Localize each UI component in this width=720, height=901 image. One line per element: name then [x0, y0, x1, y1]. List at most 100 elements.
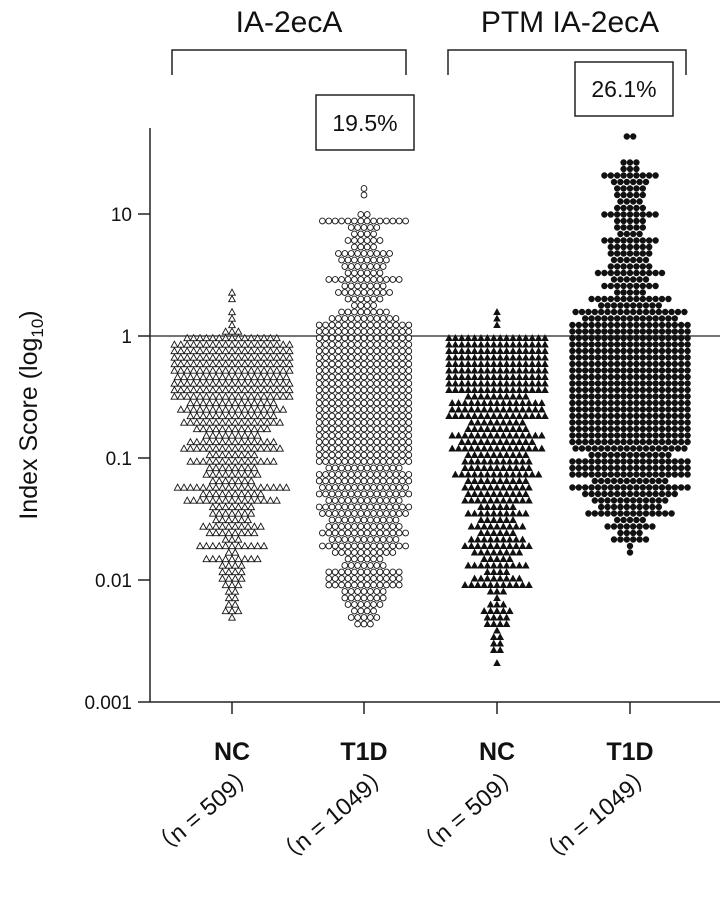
point-s1-53	[383, 256, 390, 264]
point-s3-512	[575, 432, 582, 439]
point-s3-31	[633, 191, 640, 199]
point-s1-312	[367, 399, 374, 407]
point-s0-181	[215, 392, 224, 400]
point-s3-270	[607, 347, 614, 355]
point-s0-53	[240, 346, 249, 355]
point-s0-385	[221, 496, 230, 504]
point-s2-151	[489, 392, 498, 400]
point-s3-606	[613, 464, 621, 472]
point-s2-107	[496, 373, 505, 380]
point-s0-233	[243, 411, 253, 420]
point-s0-87	[215, 359, 224, 368]
point-s0-319	[224, 457, 233, 465]
point-s2-383	[477, 529, 485, 536]
point-s0-240	[192, 418, 201, 426]
point-s3-727	[623, 523, 630, 530]
point-s0-24	[176, 340, 185, 348]
point-s2-296	[451, 470, 460, 478]
point-s3-624	[607, 471, 614, 478]
point-s1-303	[405, 393, 413, 400]
point-s1-489	[367, 477, 374, 485]
point-s1-548	[386, 503, 393, 511]
point-s0-136	[170, 379, 179, 387]
point-s1-183	[405, 341, 413, 348]
point-s1-364	[315, 425, 323, 433]
point-s1-243	[405, 367, 413, 374]
point-s0-406	[240, 509, 249, 517]
point-s1-528	[344, 497, 352, 504]
point-s0-313	[186, 457, 195, 465]
point-s3-433	[677, 399, 685, 407]
point-s2-282	[512, 457, 521, 465]
point-s1-562	[383, 510, 390, 517]
point-s1-212	[399, 354, 406, 361]
point-s2-450	[499, 581, 508, 588]
point-s3-520	[626, 432, 634, 439]
point-s1-238	[373, 367, 381, 374]
point-s3-97	[626, 263, 634, 270]
point-s3-238	[645, 334, 653, 342]
point-s3-405	[620, 393, 627, 400]
point-s2-53	[457, 353, 466, 361]
point-s3-527	[671, 432, 678, 439]
point-s0-466	[224, 574, 233, 582]
point-s3-51	[613, 217, 621, 225]
point-s3-33	[617, 198, 624, 205]
point-s0-448	[202, 554, 211, 563]
point-s3-392	[658, 386, 666, 394]
point-s3-617	[684, 464, 691, 472]
point-s0-395	[215, 502, 224, 511]
point-s2-292	[505, 464, 514, 471]
point-s0-302	[263, 444, 272, 452]
point-s1-691	[367, 588, 374, 595]
point-s3-615	[671, 464, 678, 472]
point-s1-463	[383, 464, 390, 472]
point-s3-337	[671, 367, 678, 374]
point-s0-262	[243, 424, 253, 433]
point-s0-185	[240, 392, 249, 400]
point-s3-147	[610, 302, 618, 309]
point-s3-516	[601, 432, 608, 439]
point-s1-161	[360, 334, 368, 342]
point-s3-528	[677, 432, 685, 439]
point-s0-203	[250, 398, 259, 407]
point-s3-659	[633, 484, 640, 491]
point-s2-177	[480, 405, 489, 413]
point-s3-567	[588, 451, 595, 459]
point-s0-189	[266, 392, 275, 400]
point-s2-89	[483, 366, 492, 374]
point-s3-110	[652, 269, 659, 277]
point-s2-101	[457, 373, 466, 380]
point-s3-576	[645, 451, 653, 459]
point-s3-552	[591, 445, 598, 452]
point-s1-467	[322, 471, 329, 478]
point-s0-452	[227, 554, 237, 563]
point-s3-731	[649, 523, 656, 530]
point-s1-215	[322, 360, 329, 368]
point-s1-48	[351, 256, 358, 264]
point-s0-455	[247, 554, 256, 563]
point-s2-166	[505, 399, 514, 406]
point-s3-730	[642, 523, 650, 530]
point-s3-420	[594, 399, 602, 407]
point-s1-432	[367, 451, 374, 459]
point-s0-422	[250, 522, 259, 530]
point-s0-394	[208, 502, 217, 511]
point-s3-303	[575, 360, 582, 368]
point-s0-285	[250, 437, 259, 446]
point-s1-502	[357, 484, 365, 491]
point-s0-354	[192, 483, 201, 491]
point-s1-102	[357, 302, 365, 309]
point-s2-454	[525, 581, 533, 588]
point-s2-402	[486, 542, 495, 549]
point-s1-382	[335, 432, 342, 439]
point-s2-79	[521, 360, 530, 367]
point-s3-633	[665, 471, 672, 478]
point-s3-671	[601, 490, 608, 498]
point-s0-453	[234, 554, 243, 563]
point-s0-309	[231, 450, 240, 459]
point-s3-388	[633, 386, 640, 394]
point-s1-547	[379, 503, 387, 511]
point-s1-551	[405, 503, 413, 511]
point-s2-290	[493, 464, 501, 471]
